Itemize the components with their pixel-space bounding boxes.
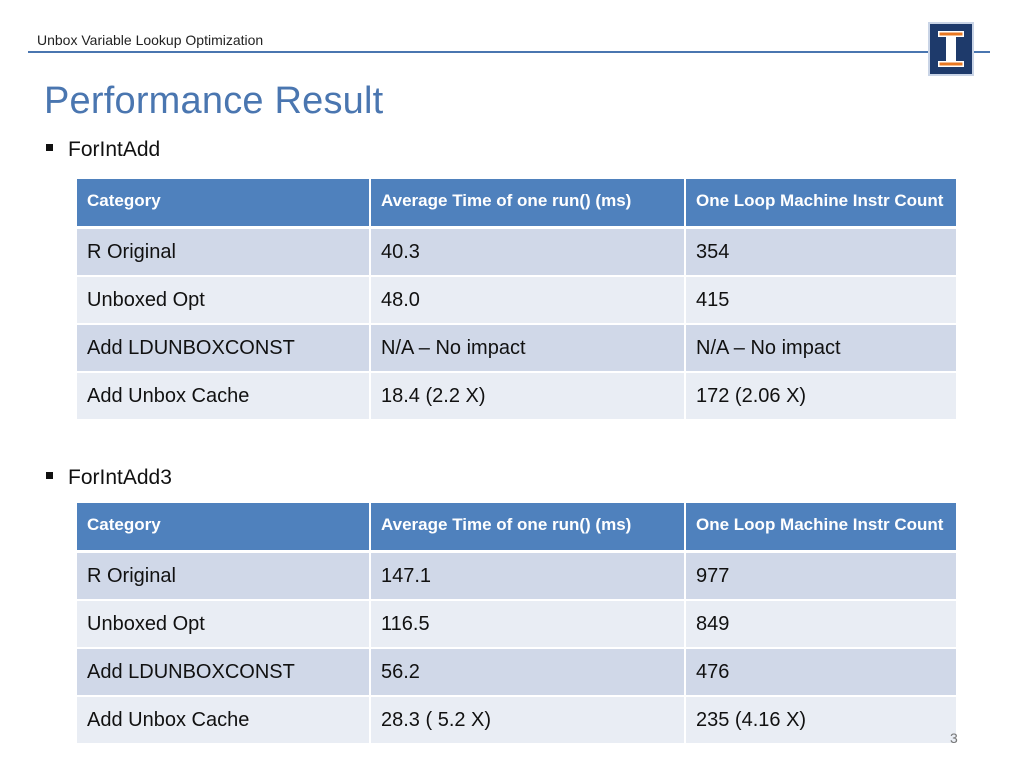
- table-cell: 28.3 ( 5.2 X): [370, 695, 686, 745]
- table-cell: Add Unbox Cache: [77, 695, 371, 745]
- page-title: Performance Result: [44, 80, 384, 122]
- university-logo-icon: [928, 22, 974, 76]
- table-row: Add Unbox Cache 18.4 (2.2 X) 172 (2.06 X…: [77, 371, 956, 421]
- table-cell: Unboxed Opt: [77, 599, 371, 649]
- table-cell: 48.0: [370, 275, 686, 325]
- header-divider: [28, 51, 990, 53]
- table-cell: 476: [685, 647, 956, 697]
- table-cell: 235 (4.16 X): [685, 695, 956, 745]
- table-cell: 116.5: [370, 599, 686, 649]
- table-row: Add LDUNBOXCONST N/A – No impact N/A – N…: [77, 323, 956, 373]
- table-cell: 147.1: [370, 551, 686, 601]
- table-cell: Unboxed Opt: [77, 275, 371, 325]
- table-cell: 40.3: [370, 227, 686, 277]
- table-cell: R Original: [77, 227, 371, 277]
- table-row: Unboxed Opt 48.0 415: [77, 275, 956, 325]
- bullet-square-icon: [46, 143, 53, 151]
- table-row: R Original 40.3 354: [77, 227, 956, 277]
- column-header: Average Time of one run() (ms): [370, 503, 686, 553]
- bullet-square-icon: [46, 471, 53, 479]
- table-cell: Add LDUNBOXCONST: [77, 647, 371, 697]
- table-cell: 18.4 (2.2 X): [370, 371, 686, 421]
- table-row: Add LDUNBOXCONST 56.2 476: [77, 647, 956, 697]
- table-row: Add Unbox Cache 28.3 ( 5.2 X) 235 (4.16 …: [77, 695, 956, 745]
- table-cell: R Original: [77, 551, 371, 601]
- table-cell: 354: [685, 227, 956, 277]
- performance-table-forintadd: Category Average Time of one run() (ms) …: [77, 179, 956, 421]
- header-title: Unbox Variable Lookup Optimization: [37, 32, 264, 48]
- bullet-forintadd3: ForIntAdd3: [46, 466, 172, 490]
- table-cell: 56.2: [370, 647, 686, 697]
- bullet-label: ForIntAdd: [68, 138, 161, 161]
- slide-number: 3: [950, 730, 958, 746]
- table-row: Unboxed Opt 116.5 849: [77, 599, 956, 649]
- table-cell: 415: [685, 275, 956, 325]
- table-cell: 172 (2.06 X): [685, 371, 956, 421]
- table-header-row: Category Average Time of one run() (ms) …: [77, 503, 956, 553]
- bullet-label: ForIntAdd3: [68, 466, 172, 489]
- performance-table-forintadd3: Category Average Time of one run() (ms) …: [77, 503, 956, 745]
- table-row: R Original 147.1 977: [77, 551, 956, 601]
- table-cell: N/A – No impact: [370, 323, 686, 373]
- table-cell: Add LDUNBOXCONST: [77, 323, 371, 373]
- table-cell: Add Unbox Cache: [77, 371, 371, 421]
- column-header: Average Time of one run() (ms): [370, 179, 686, 229]
- bullet-forintadd: ForIntAdd: [46, 138, 160, 162]
- column-header: Category: [77, 503, 371, 553]
- column-header: Category: [77, 179, 371, 229]
- table-cell: N/A – No impact: [685, 323, 956, 373]
- table-cell: 849: [685, 599, 956, 649]
- table-header-row: Category Average Time of one run() (ms) …: [77, 179, 956, 229]
- column-header: One Loop Machine Instr Count: [685, 503, 956, 553]
- table-cell: 977: [685, 551, 956, 601]
- column-header: One Loop Machine Instr Count: [685, 179, 956, 229]
